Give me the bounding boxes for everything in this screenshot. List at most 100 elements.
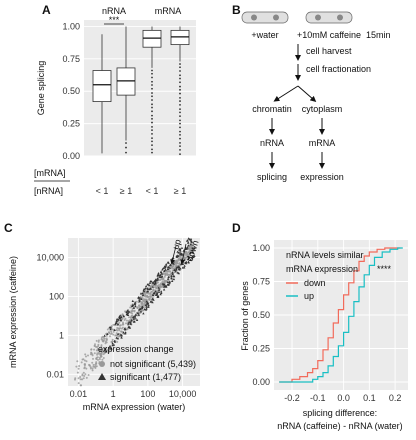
scatter-triangle — [187, 260, 190, 263]
scatter-point — [184, 258, 187, 261]
scatter-triangle — [187, 258, 190, 261]
scatter-point — [152, 289, 155, 292]
scatter-point — [95, 361, 98, 364]
ecdf-line-down — [279, 247, 401, 383]
scatter-triangle — [143, 308, 146, 311]
scatter-point — [156, 284, 159, 287]
scatter-point — [116, 329, 119, 332]
outlier-point — [179, 70, 181, 72]
scatter-triangle — [187, 241, 190, 244]
scatter-point — [105, 339, 108, 342]
scatter-point — [97, 339, 100, 342]
up-label: up — [170, 238, 183, 251]
nucleus-icon — [315, 14, 321, 21]
scatter-triangle — [168, 266, 172, 269]
scatter-triangle — [119, 314, 122, 317]
scatter-triangle — [160, 271, 163, 274]
scatter-triangle — [124, 328, 127, 331]
scatter-triangle — [193, 246, 196, 249]
scatter-triangle — [173, 268, 176, 271]
scatter-point — [122, 322, 124, 325]
nucleus-icon — [273, 14, 279, 21]
scatter-triangle — [118, 315, 121, 318]
y-tick-label: 0.75 — [62, 54, 80, 64]
scatter-point — [121, 326, 124, 329]
outlier-point — [179, 108, 181, 111]
scatter-point — [119, 324, 122, 327]
scatter-point — [168, 273, 171, 276]
scatter-point — [90, 348, 93, 351]
scatter-point — [142, 298, 145, 301]
scatter-triangle — [164, 268, 167, 271]
scatter-point — [127, 324, 130, 327]
scatter-point — [119, 335, 122, 338]
outlier-point — [151, 114, 153, 117]
scatter-triangle — [134, 301, 137, 304]
legend-title-c: expression change — [98, 344, 174, 354]
scatter-triangle — [141, 292, 144, 295]
scatter-point — [100, 344, 103, 347]
scatter-triangle — [146, 290, 150, 293]
scatter-triangle — [174, 270, 177, 273]
legend-title-d-1: nRNA levels similar — [286, 250, 364, 260]
scatter-triangle — [128, 326, 132, 329]
scatter-triangle — [161, 268, 164, 271]
scatter-triangle — [152, 294, 155, 297]
scatter-triangle — [160, 291, 163, 294]
scatter-point — [81, 378, 84, 381]
mrna-label: mRNA — [309, 138, 336, 148]
scatter-triangle — [187, 256, 191, 259]
scatter-point — [87, 374, 90, 376]
scatter-point — [98, 351, 100, 354]
scatter-point — [112, 333, 115, 336]
outlier-point — [179, 66, 181, 69]
scatter-triangle — [104, 350, 108, 353]
scatter-triangle — [171, 279, 174, 282]
scatter-point — [83, 367, 86, 370]
scatter-point — [74, 378, 76, 381]
outlier-point — [151, 99, 153, 101]
scatter-triangle — [140, 297, 143, 300]
scatter-triangle — [129, 320, 133, 323]
scatter-point — [96, 353, 99, 356]
scatter-point — [75, 365, 78, 368]
scatter-point — [101, 335, 104, 338]
outlier-point — [179, 153, 181, 156]
scatter-point — [115, 334, 118, 337]
scatter-triangle — [126, 313, 130, 316]
scatter-triangle — [157, 290, 161, 293]
scatter-point — [97, 340, 100, 343]
scatter-point — [103, 337, 106, 340]
scatter-point — [81, 373, 84, 376]
scatter-point — [136, 306, 139, 309]
outlier-point — [179, 137, 181, 140]
scatter-triangle — [120, 336, 123, 339]
scatter-point — [146, 294, 149, 297]
step-harvest: cell harvest — [306, 46, 352, 56]
scatter-point — [149, 296, 152, 299]
x-tick-label: 1 — [111, 389, 116, 399]
panel-a-boxes — [92, 26, 190, 154]
scatter-triangle — [180, 246, 184, 249]
scatter-triangle — [153, 291, 156, 294]
scatter-triangle — [166, 267, 170, 270]
scatter-triangle — [113, 328, 116, 331]
scatter-point — [156, 289, 159, 292]
scatter-triangle — [192, 251, 195, 254]
outlier-point — [151, 132, 153, 135]
scatter-triangle — [184, 261, 187, 264]
scatter-point — [175, 260, 178, 263]
legend-down: down — [304, 278, 326, 288]
scatter-point — [91, 367, 94, 370]
scatter-triangle — [170, 274, 173, 278]
scatter-point — [130, 314, 133, 317]
scatter-point — [107, 351, 110, 354]
outlier-point — [125, 142, 127, 144]
scatter-triangle — [133, 314, 137, 317]
scatter-triangle — [187, 237, 190, 240]
scatter-point — [124, 317, 127, 320]
outlier-point — [151, 110, 153, 113]
scatter-triangle — [177, 251, 180, 254]
x-tick-label: ≥ 1 — [120, 186, 132, 196]
outlier-point — [179, 77, 181, 80]
